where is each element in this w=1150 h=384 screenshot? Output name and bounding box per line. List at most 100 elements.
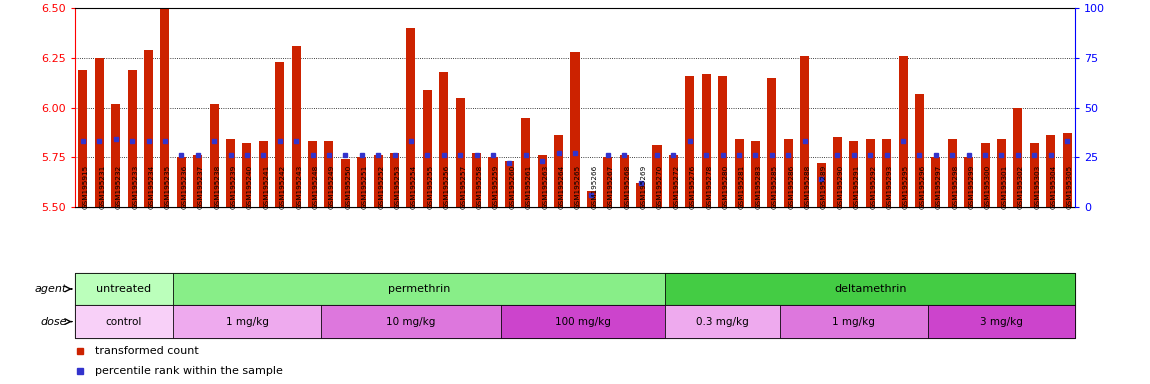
Text: 3 mg/kg: 3 mg/kg	[980, 316, 1022, 327]
Bar	[636, 184, 645, 207]
Text: GSM195234: GSM195234	[148, 164, 154, 209]
Bar	[209, 104, 218, 207]
Text: permethrin: permethrin	[388, 284, 451, 294]
Text: GSM195233: GSM195233	[132, 164, 138, 209]
Bar	[473, 154, 481, 207]
Text: 100 mg/kg: 100 mg/kg	[555, 316, 611, 327]
Text: GSM195248: GSM195248	[313, 164, 319, 209]
Bar	[948, 139, 957, 207]
Text: percentile rank within the sample: percentile rank within the sample	[94, 366, 283, 376]
Text: GSM195299: GSM195299	[968, 164, 975, 209]
Text: transformed count: transformed count	[94, 346, 199, 356]
Text: 1 mg/kg: 1 mg/kg	[225, 316, 268, 327]
Bar	[292, 46, 300, 207]
Text: GSM195261: GSM195261	[526, 164, 531, 209]
Bar	[505, 161, 514, 207]
Text: GSM195295: GSM195295	[903, 164, 908, 209]
Text: GSM195283: GSM195283	[756, 164, 761, 209]
Text: GSM195300: GSM195300	[986, 164, 991, 209]
Text: GSM195303: GSM195303	[1034, 164, 1041, 209]
Text: GSM195269: GSM195269	[641, 164, 646, 209]
Text: control: control	[106, 316, 143, 327]
Text: GSM195304: GSM195304	[1051, 164, 1057, 209]
Text: GSM195258: GSM195258	[476, 164, 483, 209]
Text: GSM195251: GSM195251	[362, 164, 368, 209]
Bar	[112, 104, 121, 207]
Bar	[783, 139, 792, 207]
Bar	[997, 139, 1006, 207]
Bar	[75, 273, 174, 305]
Bar	[78, 70, 87, 207]
Bar	[780, 305, 928, 338]
Text: GSM195238: GSM195238	[214, 164, 220, 209]
Text: deltamethrin: deltamethrin	[834, 284, 906, 294]
Bar	[423, 89, 432, 207]
Bar	[75, 305, 174, 338]
Bar	[850, 141, 858, 207]
Text: GSM195301: GSM195301	[1002, 164, 1007, 209]
Bar	[570, 51, 580, 207]
Text: GSM195232: GSM195232	[116, 164, 122, 209]
Bar	[604, 157, 612, 207]
Bar	[275, 61, 284, 207]
Text: GSM195285: GSM195285	[772, 164, 777, 209]
Text: 10 mg/kg: 10 mg/kg	[386, 316, 436, 327]
Bar	[652, 146, 661, 207]
Text: GSM195249: GSM195249	[329, 164, 335, 209]
Bar	[358, 157, 367, 207]
Text: GSM195250: GSM195250	[345, 164, 352, 209]
Text: GSM195235: GSM195235	[164, 164, 171, 209]
Bar	[833, 137, 842, 207]
Text: GSM195243: GSM195243	[297, 164, 302, 209]
Bar	[94, 58, 103, 207]
Bar	[174, 273, 665, 305]
Bar	[439, 71, 448, 207]
Bar	[866, 139, 875, 207]
Text: agent: agent	[34, 284, 67, 294]
Text: GSM195290: GSM195290	[837, 164, 843, 209]
Text: dose: dose	[40, 316, 67, 327]
Bar	[554, 136, 564, 207]
Bar	[586, 191, 596, 207]
Text: GSM195257: GSM195257	[460, 164, 466, 209]
Text: GSM195254: GSM195254	[411, 164, 417, 209]
Text: GSM195253: GSM195253	[394, 164, 400, 209]
Text: GSM195263: GSM195263	[542, 164, 549, 209]
Text: GSM195241: GSM195241	[263, 164, 269, 209]
Text: GSM195231: GSM195231	[99, 164, 106, 209]
Text: GSM195288: GSM195288	[805, 164, 811, 209]
Text: GSM195276: GSM195276	[690, 164, 696, 209]
Text: GSM195278: GSM195278	[706, 164, 712, 209]
Bar	[685, 76, 695, 207]
Text: GSM195280: GSM195280	[722, 164, 729, 209]
Bar	[898, 56, 907, 207]
Text: untreated: untreated	[97, 284, 152, 294]
Text: GSM195286: GSM195286	[788, 164, 795, 209]
Bar	[964, 157, 973, 207]
Bar	[324, 141, 333, 207]
Bar	[751, 141, 760, 207]
Bar	[816, 164, 826, 207]
Text: GSM195289: GSM195289	[821, 164, 827, 209]
Bar	[455, 98, 465, 207]
Text: GSM195242: GSM195242	[279, 164, 285, 209]
Bar	[620, 156, 629, 207]
Bar	[501, 305, 665, 338]
Text: GSM195272: GSM195272	[674, 164, 680, 209]
Text: GSM195302: GSM195302	[1018, 164, 1024, 209]
Bar	[665, 273, 1075, 305]
Text: GSM195291: GSM195291	[853, 164, 860, 209]
Text: GSM195240: GSM195240	[247, 164, 253, 209]
Bar	[177, 157, 186, 207]
Bar	[915, 94, 923, 207]
Bar	[882, 139, 891, 207]
Text: GSM195297: GSM195297	[936, 164, 942, 209]
Text: GSM195292: GSM195292	[871, 164, 876, 209]
Bar	[489, 157, 498, 207]
Bar	[128, 70, 137, 207]
Text: GSM195237: GSM195237	[198, 164, 204, 209]
Text: GSM195264: GSM195264	[559, 164, 565, 209]
Bar	[800, 56, 810, 207]
Bar	[702, 74, 711, 207]
Bar	[340, 159, 350, 207]
